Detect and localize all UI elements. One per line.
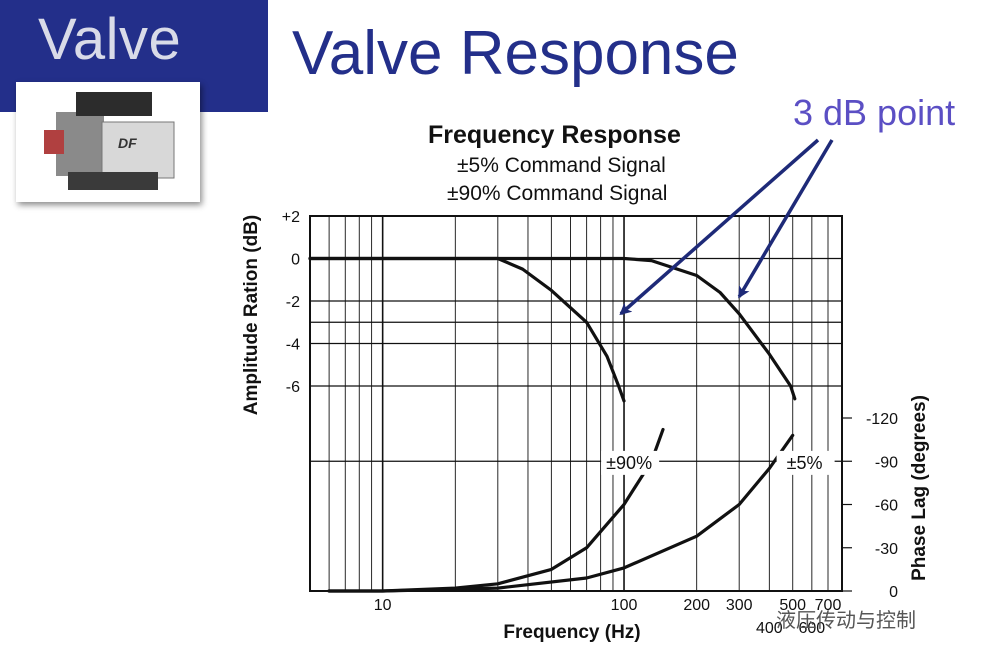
series-amplitude_db-1	[308, 256, 797, 401]
x-axis-label: Frequency (Hz)	[503, 622, 640, 643]
annotations: ±90% ±5%	[601, 450, 835, 475]
y-axis-label-left: Amplitude Ration (dB)	[241, 215, 262, 416]
grid-vertical	[328, 216, 829, 591]
amplitude-tick-label: -2	[286, 294, 300, 311]
x-tick-label: 400	[756, 620, 783, 637]
plot-frame	[309, 215, 843, 592]
phase-tick-label: -90	[875, 454, 898, 471]
amplitude-tick-label: 0	[291, 252, 300, 269]
valve-photo: DF	[16, 82, 200, 202]
y-axis-label-right: Phase Lag (degrees)	[909, 395, 930, 581]
x-tick-label: 300	[726, 597, 753, 614]
x-tick-label: 500	[779, 597, 806, 614]
callout-arrow	[737, 139, 834, 299]
phase-tick-label: 0	[889, 584, 898, 601]
watermark: 液压传动与控制	[776, 608, 916, 632]
chart-subtitle-2: ±90% Command Signal	[447, 182, 668, 205]
amplitude-tick-label: -4	[286, 337, 300, 354]
x-tick-label: 200	[683, 597, 710, 614]
valve-connector	[44, 130, 64, 154]
x-tick-label: 600	[798, 620, 825, 637]
series-phase_deg-3	[327, 433, 795, 593]
series-annotation: ±90%	[606, 453, 652, 473]
x-tick-label: 10	[374, 597, 392, 614]
annotation-bg	[776, 450, 835, 475]
phase-tick-label: -120	[866, 411, 898, 428]
series-annotation: ±5%	[787, 453, 823, 473]
valve-badge-text: DF	[118, 135, 137, 151]
corner-label: Valve	[38, 7, 182, 72]
valve-body-right	[101, 121, 175, 179]
phase-tick-label: -60	[875, 498, 898, 515]
valve-base	[68, 172, 158, 190]
amplitude-tick-label: -6	[286, 379, 300, 396]
x-tick-label: 700	[815, 597, 842, 614]
chart-subtitle-1: ±5% Command Signal	[457, 154, 666, 177]
amplitude-tick-label: +2	[282, 209, 300, 226]
callout-arrow	[619, 138, 820, 316]
annotation-bg	[601, 450, 660, 475]
callout-label-3db: 3 dB point	[793, 92, 956, 133]
grid-horizontal	[310, 257, 842, 462]
phase-tick-label: -30	[875, 541, 898, 558]
callout-arrows	[619, 138, 834, 316]
slide-title: Valve Response	[292, 19, 739, 88]
series-amplitude_db-0	[308, 256, 626, 403]
series-layer	[308, 256, 797, 593]
valve-top-cap	[76, 92, 152, 116]
chart-title: Frequency Response	[428, 121, 681, 149]
valve-illustration: DF	[44, 92, 175, 190]
x-tick-label: 100	[611, 597, 638, 614]
